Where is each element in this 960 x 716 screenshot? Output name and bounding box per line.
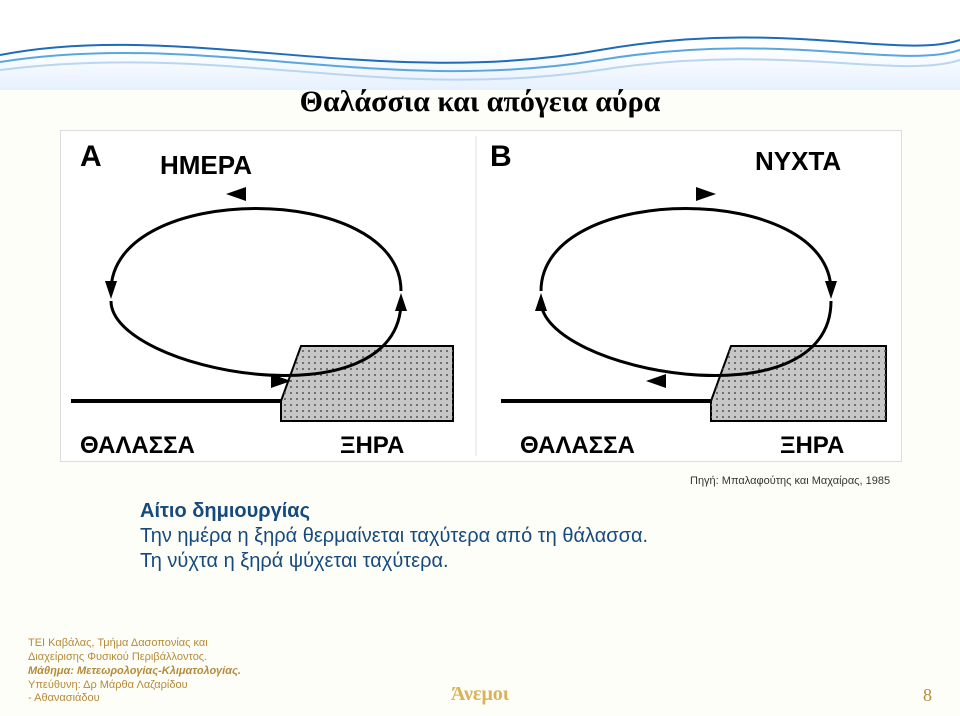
label-B: Β [490,140,512,174]
cause-block: Αίτιο δημιουργίας Την ημέρα η ξηρά θερμα… [140,500,648,573]
footer-topic: Άνεμοι [0,683,960,706]
label-A: Α [80,140,102,174]
figure-source: Πηγή: Μπαλαφούτης και Μαχαίρας, 1985 [690,475,890,487]
cause-line-1: Την ημέρα η ξηρά θερμαίνεται ταχύτερα απ… [140,525,648,548]
cause-title: Αίτιο δημιουργίας [140,500,648,523]
label-thalassa-right: ΘΑΛΑΣΣΑ [520,432,635,460]
label-nyxta: ΝΥΧΤΑ [755,146,841,177]
slide-title: Θαλάσσια και απόγεια αύρα [0,85,960,119]
footer-page-number: 8 [923,685,932,706]
label-xhra-left: ΞΗΡΑ [340,432,404,460]
label-xhra-right: ΞΗΡΑ [780,432,844,460]
label-hmera: ΗΜΕΡΑ [160,150,252,181]
footer-line-1: Διαχείρισης Φυσικού Περιβάλλοντος. [28,651,241,665]
label-thalassa-left: ΘΑΛΑΣΣΑ [80,432,195,460]
footer-line-0: ΤΕΙ Καβάλας, Τμήμα Δασοπονίας και [28,637,241,651]
decorative-wave [0,0,960,90]
cause-line-2: Τη νύχτα η ξηρά ψύχεται ταχύτερα. [140,550,648,573]
slide-page: Θαλάσσια και απόγεια αύρα [0,0,960,716]
footer-line-2: Μάθημα: Μετεωρολογίας-Κλιματολογίας. [28,665,241,679]
